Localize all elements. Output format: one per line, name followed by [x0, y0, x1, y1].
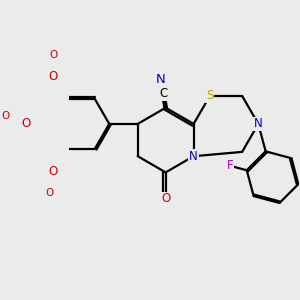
Text: O: O — [45, 188, 54, 198]
Text: O: O — [161, 192, 170, 206]
Text: C: C — [159, 87, 167, 100]
Text: N: N — [156, 73, 166, 86]
Text: S: S — [206, 89, 214, 102]
Text: O: O — [49, 70, 58, 83]
Text: O: O — [2, 112, 10, 122]
Text: O: O — [49, 50, 57, 60]
Text: N: N — [254, 117, 263, 130]
Text: F: F — [226, 159, 233, 172]
Text: O: O — [49, 165, 58, 178]
Text: O: O — [21, 117, 31, 130]
Text: N: N — [189, 150, 198, 163]
